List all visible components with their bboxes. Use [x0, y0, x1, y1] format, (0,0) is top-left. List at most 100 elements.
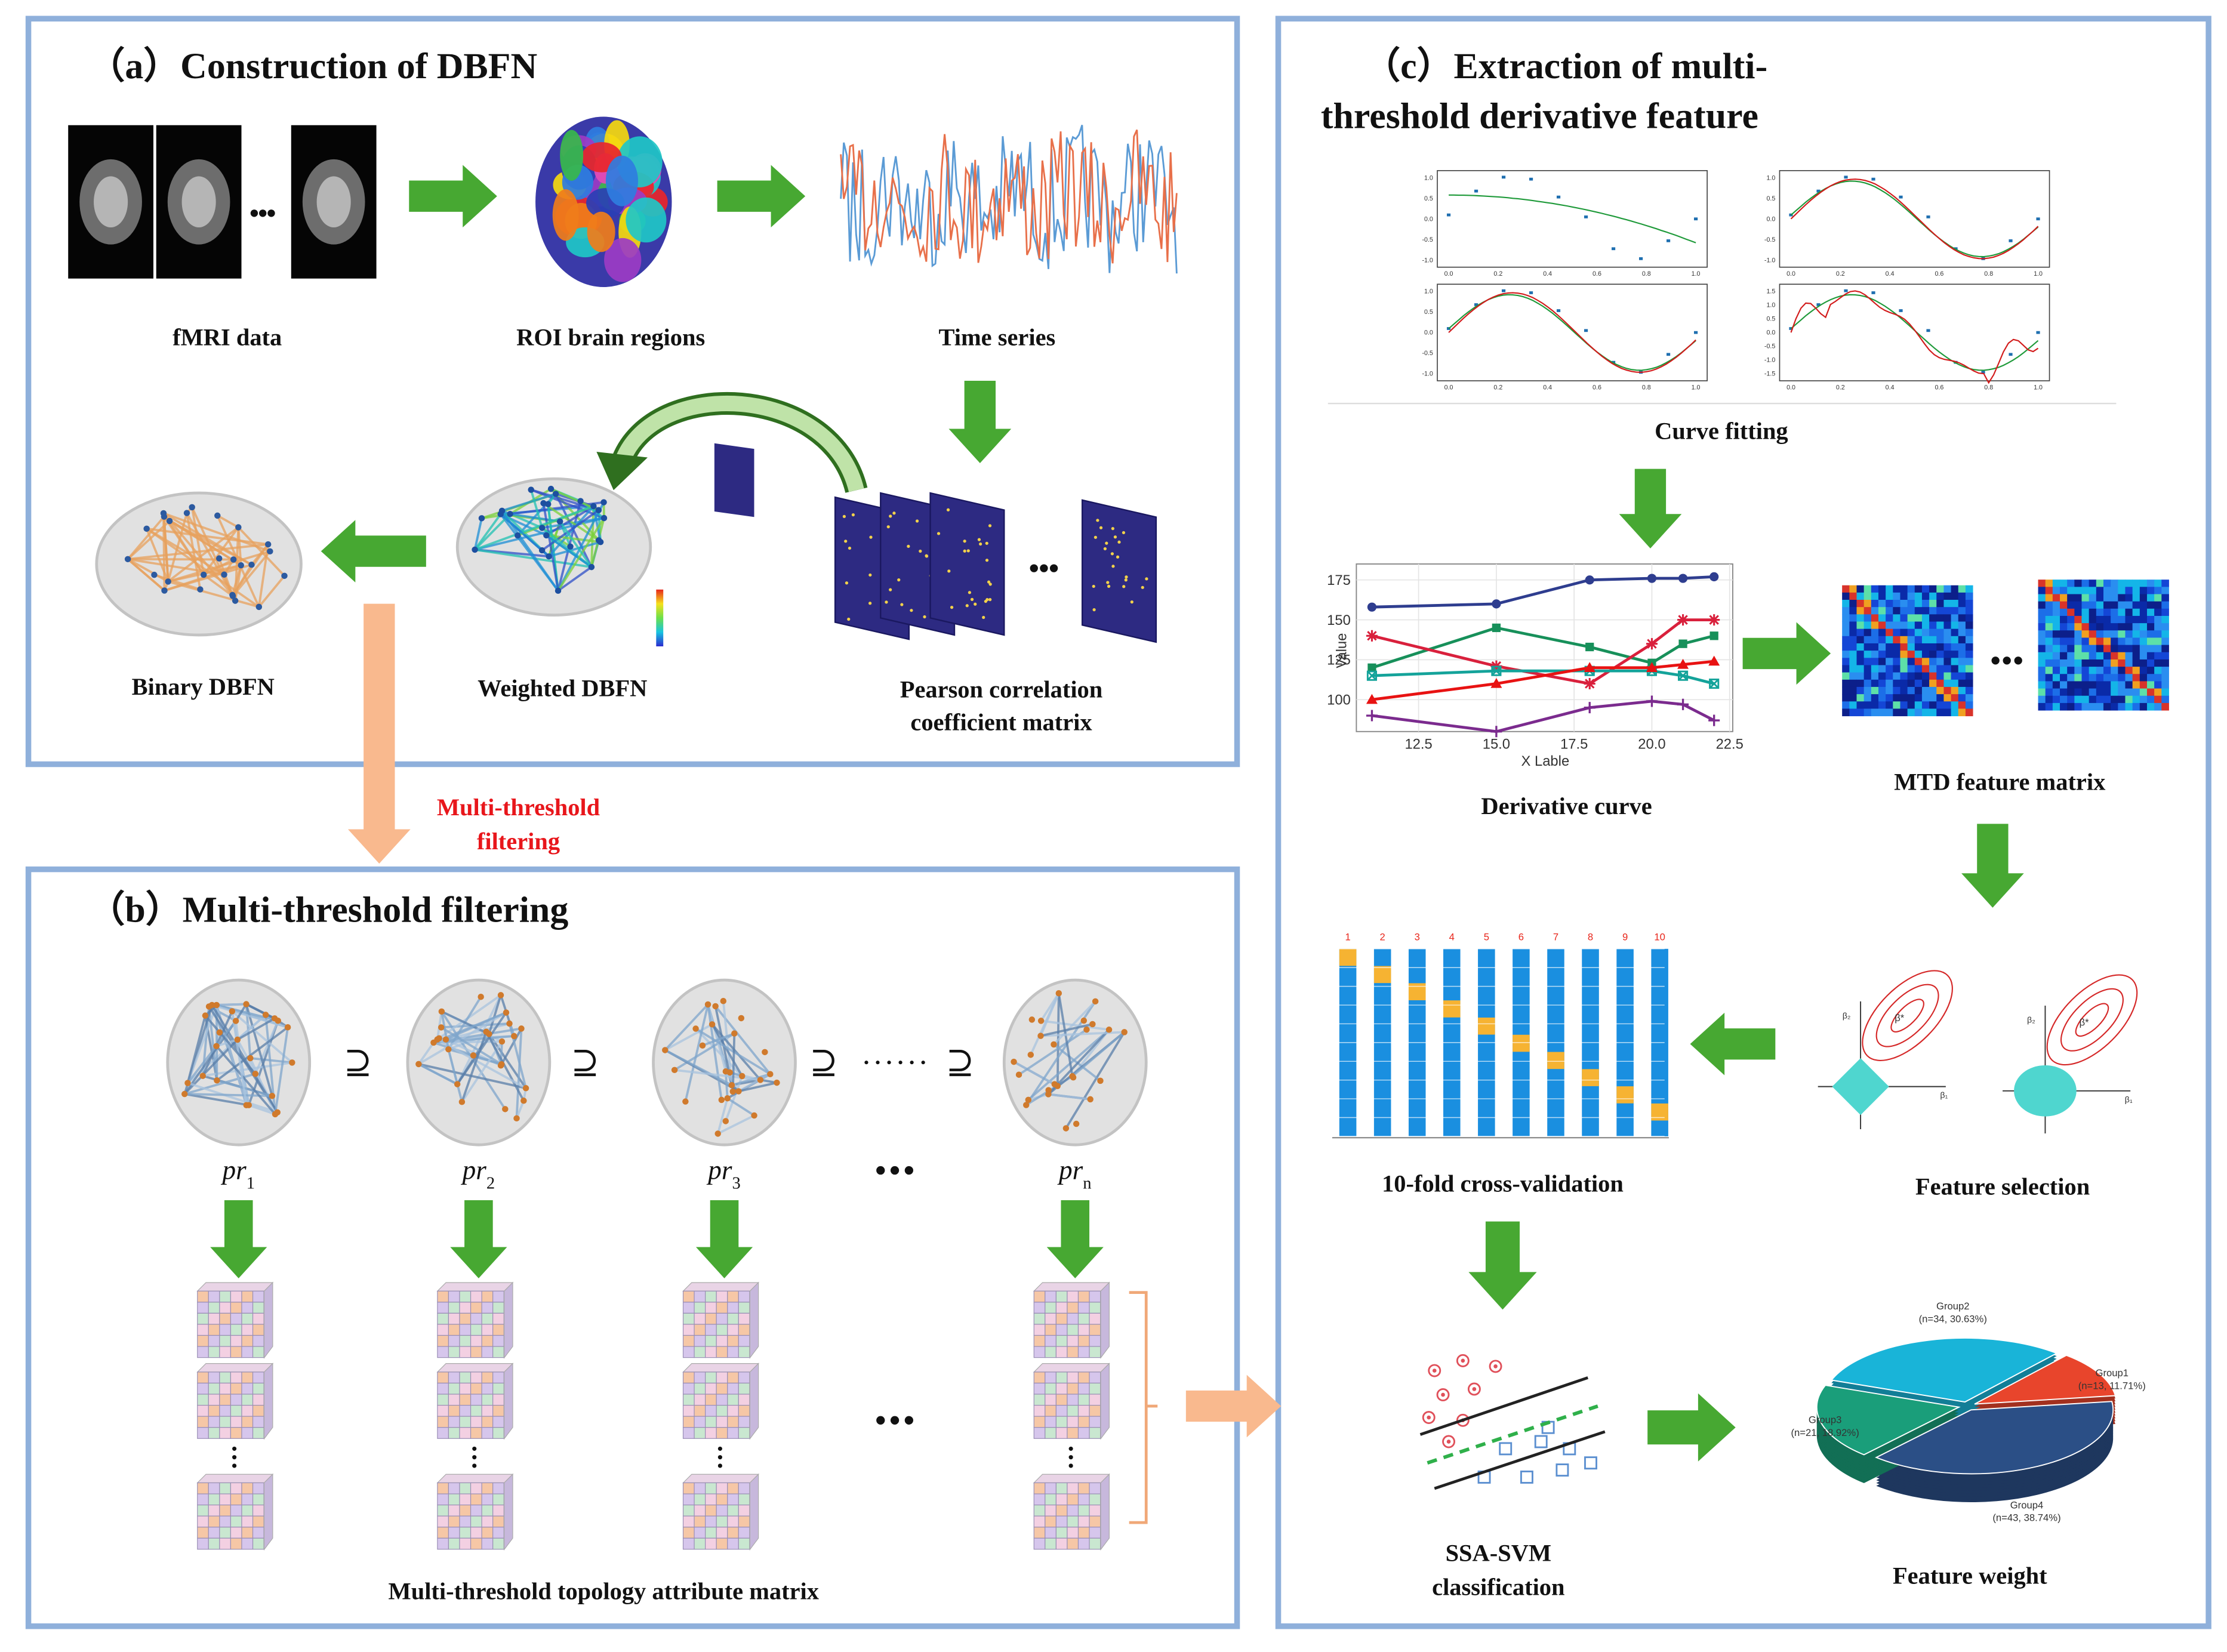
heatmap-cell [2154, 652, 2162, 660]
attribute-matrix-cell [1067, 1493, 1079, 1506]
heatmap-cell [1871, 600, 1879, 608]
attribute-matrix-cell [716, 1394, 728, 1406]
heatmap-cell [1878, 686, 1886, 695]
panel-c-frame [1275, 16, 2211, 1629]
heatmap-cell [1863, 672, 1872, 680]
heatmap-cell [2118, 674, 2126, 682]
vertical-dot [472, 1463, 477, 1468]
brain-edge [738, 1073, 771, 1093]
heatmap-cell [2161, 594, 2169, 602]
fit-x-tick: 0.0 [1444, 270, 1453, 278]
heatmap-cell [1900, 600, 1908, 608]
class-a-point [1456, 1413, 1470, 1427]
brain-edge [231, 1010, 293, 1064]
matrix-dot [946, 508, 950, 511]
attribute-matrix-cell [1045, 1515, 1056, 1528]
axis-label: β₁ [2125, 1095, 2133, 1105]
attribute-matrix-cell [682, 1515, 695, 1528]
attribute-matrix-top [196, 1282, 274, 1292]
attribute-matrix-cell [492, 1346, 504, 1358]
brain-node [232, 597, 239, 604]
heatmap-cell [1921, 701, 1930, 709]
heatmap-cell [2161, 630, 2169, 638]
matrix-dot [974, 602, 977, 606]
fit-y-tick: 1.0 [1424, 174, 1433, 181]
heatmap-cell [2096, 615, 2104, 624]
attribute-matrix-cell [1045, 1290, 1056, 1303]
attribute-matrix-cell [1067, 1346, 1079, 1358]
attribute-matrix-cell [481, 1334, 494, 1347]
hyperplane [1427, 1404, 1598, 1465]
brain-edge [474, 505, 595, 551]
heatmap-cell [2111, 645, 2118, 653]
attribute-matrix-cell [727, 1537, 739, 1550]
heatmap-cell [1893, 672, 1901, 680]
panel-link-arrow [1185, 1374, 1282, 1438]
attribute-matrix-cell [230, 1527, 242, 1539]
arrow [450, 1200, 507, 1278]
brain-edge [186, 1020, 237, 1084]
brain-edge [1053, 1000, 1096, 1046]
test-block [1582, 1069, 1599, 1086]
attribute-matrix-cell [241, 1324, 254, 1336]
brain-edge [1013, 1061, 1055, 1086]
attribute-matrix-cell [682, 1302, 695, 1314]
fmri-brain-inner [316, 176, 351, 228]
heatmap-cell [1900, 607, 1908, 615]
loss-contour [1875, 984, 1939, 1047]
attribute-matrix-cell [241, 1346, 254, 1358]
heatmap-cell [1849, 621, 1857, 630]
fit-point [1446, 213, 1451, 217]
fold-number: 10 [1654, 932, 1665, 943]
heatmap-cell [1900, 592, 1908, 600]
heatmap-cell [2052, 587, 2060, 594]
fit-x-tick: 0.2 [1836, 270, 1845, 278]
fit-point [1693, 331, 1698, 334]
fit-curve [1448, 294, 1696, 371]
attribute-matrix-cell [738, 1346, 750, 1358]
series-line [1372, 669, 1715, 685]
ellipsis-dot [1030, 564, 1038, 572]
matrix-dot [1117, 540, 1121, 544]
heatmap-cell [1871, 686, 1879, 695]
heatmap-cell [1871, 628, 1879, 637]
heatmap-cell [1907, 665, 1915, 673]
attribute-matrix-cell [219, 1290, 232, 1303]
heatmap-cell [2081, 659, 2090, 667]
heatmap-cell [1929, 665, 1937, 673]
matrix-dot [1092, 584, 1095, 588]
heatmap-cell [2038, 674, 2046, 682]
fit-x-tick: 1.0 [2034, 384, 2043, 391]
heatmap-cell [2118, 615, 2126, 624]
attribute-matrix-cell [738, 1371, 750, 1384]
heatmap-cell [2118, 630, 2126, 638]
heatmap-cell [2125, 580, 2133, 587]
brain-node [124, 556, 131, 563]
attribute-matrix-cell [1077, 1312, 1090, 1325]
vertical-dot [717, 1446, 722, 1451]
heatmap-cell [1907, 621, 1915, 630]
series-marker [1366, 694, 1378, 704]
heatmap-cell [2081, 601, 2090, 609]
attribute-matrix-cell [230, 1371, 242, 1384]
brain-edge [163, 516, 205, 576]
heatmap-cell [1951, 651, 1959, 658]
brain-edge [1040, 1019, 1110, 1031]
heatmap-cell [2111, 652, 2118, 660]
fit-plot-frame [1779, 283, 2050, 381]
heatmap-cell [1965, 651, 1973, 658]
attribute-matrix-cell [1045, 1394, 1056, 1406]
attribute-matrix-cell [705, 1302, 717, 1314]
panel-b-frame [25, 866, 1240, 1629]
brain-node [442, 1036, 449, 1043]
heatmap-cell [2118, 652, 2126, 660]
attribute-matrix-cell [1067, 1416, 1079, 1428]
fit-point [2009, 239, 2013, 242]
heatmap-cell [2052, 615, 2060, 624]
heatmap-cell [1886, 679, 1893, 688]
heatmap-cell [2038, 667, 2046, 674]
heatmap-cell [2154, 688, 2162, 696]
brain-node [1092, 998, 1099, 1005]
attribute-matrix-cell [727, 1493, 739, 1506]
brain-edge [257, 544, 270, 608]
